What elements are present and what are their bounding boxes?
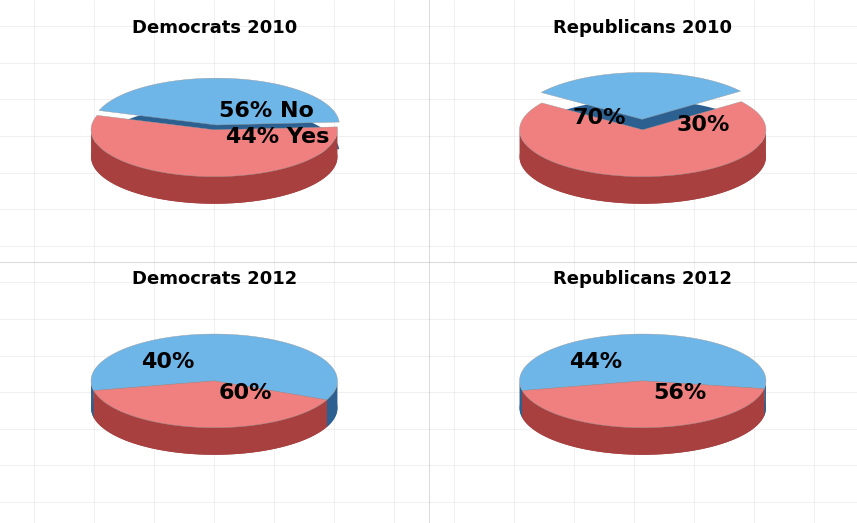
Polygon shape [99, 105, 339, 152]
Polygon shape [522, 408, 764, 455]
Polygon shape [643, 381, 764, 416]
Polygon shape [542, 99, 740, 146]
Text: 60%: 60% [219, 383, 272, 403]
Polygon shape [93, 408, 327, 455]
Polygon shape [522, 381, 643, 418]
Text: 56% No: 56% No [219, 101, 314, 121]
Polygon shape [93, 381, 214, 418]
Polygon shape [91, 361, 338, 427]
Polygon shape [519, 130, 766, 204]
Polygon shape [327, 381, 338, 427]
Polygon shape [643, 381, 764, 416]
Polygon shape [93, 381, 214, 418]
Polygon shape [519, 129, 766, 204]
Text: 44% Yes: 44% Yes [226, 127, 330, 147]
Polygon shape [93, 381, 327, 428]
Polygon shape [91, 381, 93, 418]
Polygon shape [93, 391, 327, 455]
Text: 56%: 56% [653, 383, 706, 403]
Text: 70%: 70% [572, 108, 626, 128]
Polygon shape [91, 334, 338, 400]
Polygon shape [519, 334, 766, 391]
Polygon shape [542, 73, 740, 119]
Polygon shape [522, 381, 643, 418]
Polygon shape [91, 130, 338, 204]
Title: Democrats 2012: Democrats 2012 [132, 270, 297, 288]
Polygon shape [91, 116, 338, 177]
Polygon shape [91, 142, 338, 204]
Polygon shape [519, 381, 522, 418]
Title: Republicans 2012: Republicans 2012 [554, 270, 732, 288]
Title: Democrats 2010: Democrats 2010 [132, 19, 297, 37]
Text: 44%: 44% [569, 353, 622, 372]
Polygon shape [214, 381, 327, 427]
Polygon shape [522, 381, 764, 428]
Text: 40%: 40% [141, 353, 195, 372]
Polygon shape [99, 78, 339, 125]
Polygon shape [522, 389, 764, 455]
Polygon shape [214, 381, 327, 427]
Text: 30%: 30% [677, 116, 730, 135]
Polygon shape [519, 361, 766, 418]
Polygon shape [519, 101, 766, 177]
Polygon shape [764, 381, 766, 416]
Title: Republicans 2010: Republicans 2010 [554, 19, 732, 37]
